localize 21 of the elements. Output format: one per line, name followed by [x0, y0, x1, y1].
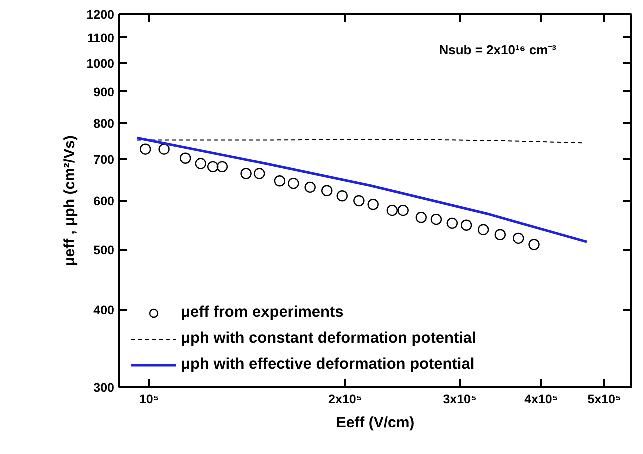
legend-label: μph with effective deformation potential [181, 356, 475, 374]
y-tick-label: 300 [94, 381, 115, 395]
x-tick-label: 10⁵ [139, 392, 160, 406]
y-tick-label: 700 [94, 153, 115, 168]
y-tick-label: 600 [94, 194, 115, 208]
legend-label: μph with constant deformation potential [181, 330, 476, 348]
legend-label: μeff from experiments [181, 304, 344, 322]
y-tick-label: 500 [94, 244, 115, 258]
annotation: Nsub = 2x10¹⁶ cm⁻³ [439, 42, 558, 58]
x-axis-title: Eeff (V/cm) [336, 414, 415, 432]
x-tick-label: 3x10⁵ [443, 392, 478, 406]
y-axis-title: μeff , μph (cm²/Vs) [62, 136, 79, 266]
x-tick-label: 5x10⁵ [588, 392, 622, 406]
y-tick-label: 900 [94, 85, 115, 100]
y-tick-label: 1100 [87, 31, 115, 46]
y-tick-label: 1000 [86, 57, 115, 72]
y-tick-label: 400 [94, 304, 115, 318]
y-tick-label: 1200 [86, 8, 115, 22]
y-tick-label: 800 [94, 117, 115, 132]
x-tick-label: 2x10⁵ [328, 392, 362, 406]
x-tick-label: 4x10⁵ [524, 392, 558, 406]
